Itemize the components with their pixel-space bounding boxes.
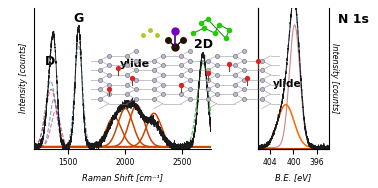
Y-axis label: Intensity [counts]: Intensity [counts] bbox=[330, 43, 339, 113]
X-axis label: Raman Shift [cm⁻¹]: Raman Shift [cm⁻¹] bbox=[82, 173, 163, 182]
Text: 2D: 2D bbox=[194, 38, 212, 51]
Text: N 1s: N 1s bbox=[338, 13, 369, 26]
Text: ylide: ylide bbox=[273, 79, 302, 89]
Text: G: G bbox=[73, 12, 84, 25]
X-axis label: B.E. [eV]: B.E. [eV] bbox=[275, 173, 311, 182]
Text: D: D bbox=[45, 55, 55, 68]
Text: ylide: ylide bbox=[119, 59, 150, 69]
Y-axis label: Intensity [counts]: Intensity [counts] bbox=[19, 43, 28, 113]
